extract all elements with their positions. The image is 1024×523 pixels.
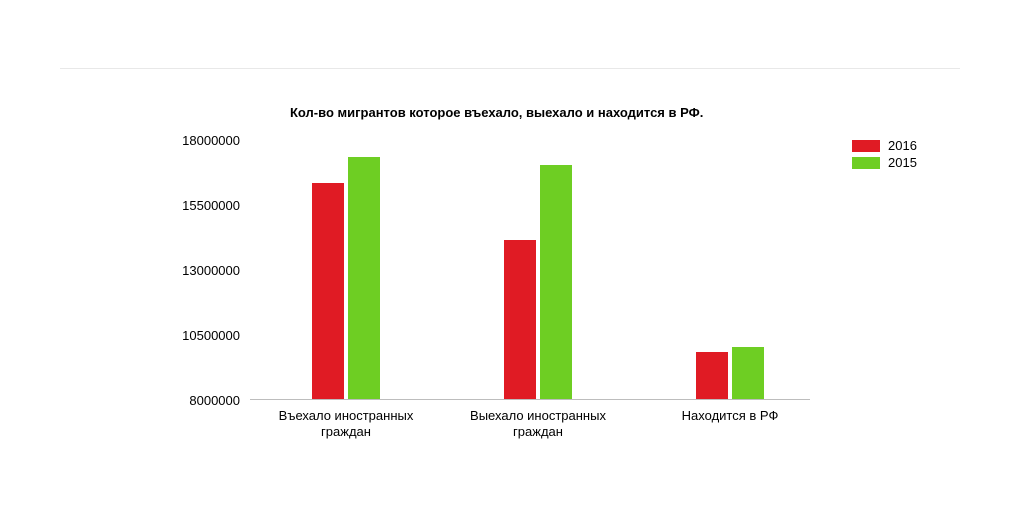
- x-tick-label: Выехало иностранных граждан: [453, 408, 623, 441]
- divider: [60, 68, 960, 69]
- y-tick-label: 18000000: [150, 133, 240, 148]
- legend-label: 2016: [888, 138, 917, 153]
- legend: 2016 2015: [852, 138, 917, 172]
- legend-swatch: [852, 157, 880, 169]
- bar: [732, 347, 764, 399]
- legend-label: 2015: [888, 155, 917, 170]
- bar: [696, 352, 728, 399]
- bar: [540, 165, 572, 399]
- legend-item: 2015: [852, 155, 917, 170]
- y-tick-label: 10500000: [150, 328, 240, 343]
- x-tick-label: Въехало иностранных граждан: [261, 408, 431, 441]
- y-tick-label: 8000000: [150, 393, 240, 408]
- plot-area: [250, 140, 810, 400]
- y-tick-label: 13000000: [150, 263, 240, 278]
- bar: [504, 240, 536, 399]
- bar: [348, 157, 380, 399]
- legend-item: 2016: [852, 138, 917, 153]
- y-tick-label: 15500000: [150, 198, 240, 213]
- chart-title: Кол-во мигрантов которое въехало, выехал…: [290, 105, 703, 120]
- bar: [312, 183, 344, 399]
- legend-swatch: [852, 140, 880, 152]
- x-tick-label: Находится в РФ: [645, 408, 815, 424]
